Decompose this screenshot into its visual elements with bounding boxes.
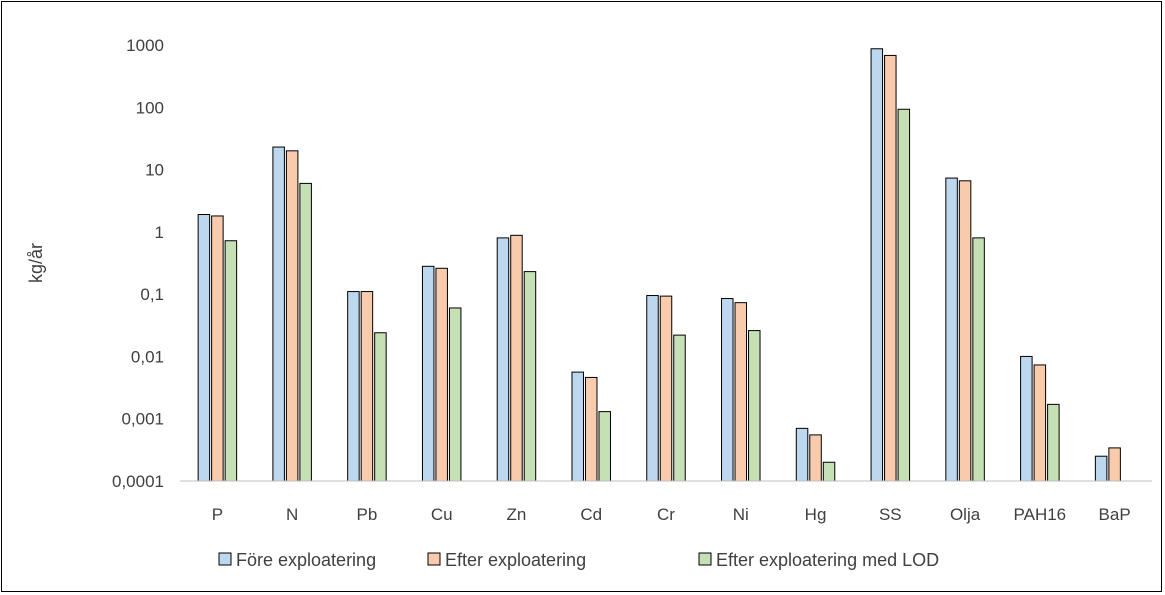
x-tick-label: Cd (580, 505, 602, 524)
bar (435, 267, 448, 482)
y-tick-labels: 1000 100 10 1 0,1 0,01 0,001 0,0001 (112, 36, 164, 491)
bar (884, 54, 897, 482)
bar (795, 427, 809, 482)
bar (972, 237, 985, 482)
x-tick-label: P (212, 505, 223, 524)
x-tick-label: Hg (805, 505, 827, 524)
bar (224, 240, 238, 482)
legend-swatch (218, 552, 232, 566)
bar (1094, 455, 1108, 482)
bar (748, 330, 761, 482)
bar (523, 271, 537, 482)
bar (897, 108, 911, 482)
x-tick-label: Ni (733, 505, 749, 524)
x-tick-label: Cr (657, 505, 675, 524)
legend-swatch (698, 552, 712, 566)
bar (496, 237, 510, 482)
bar (510, 234, 523, 482)
bar (347, 291, 360, 482)
bar (299, 182, 312, 482)
x-tick-label: Pb (357, 505, 378, 524)
y-tick-label: 100 (136, 98, 164, 117)
x-tick-label: N (286, 505, 298, 524)
bar (659, 295, 673, 482)
x-tick-label: Cu (431, 505, 453, 524)
bar-series (197, 48, 1121, 482)
bar (285, 150, 299, 482)
bar (1020, 355, 1033, 482)
bar (571, 371, 584, 482)
bar (945, 177, 958, 482)
bar (197, 213, 211, 482)
legend-label: Efter exploatering med LOD (716, 550, 939, 570)
bar (646, 295, 659, 482)
x-tick-label: PAH16 (1014, 505, 1067, 524)
bar (360, 291, 374, 482)
y-tick-label: 1000 (126, 36, 164, 55)
bar (374, 332, 387, 482)
y-axis-title: kg/år (26, 243, 46, 283)
legend-label: Före exploatering (236, 550, 376, 570)
bar (1108, 447, 1121, 482)
y-tick-label: 0,0001 (112, 472, 164, 491)
legend-swatch (427, 552, 441, 566)
bar (1033, 364, 1047, 482)
bar (870, 48, 884, 482)
bar (822, 461, 836, 482)
bar (211, 215, 224, 482)
x-tick-label: Zn (507, 505, 527, 524)
bar (598, 411, 611, 482)
bar (721, 298, 734, 482)
bar (809, 434, 822, 482)
x-tick-label: SS (879, 505, 902, 524)
bar (584, 376, 598, 482)
y-tick-label: 10 (145, 161, 164, 180)
y-tick-label: 0,001 (121, 410, 164, 429)
bar (734, 302, 748, 482)
bar (958, 180, 972, 482)
y-tick-label: 0,01 (131, 347, 164, 366)
y-tick-label: 0,1 (140, 285, 164, 304)
bar (1047, 403, 1060, 482)
legend: Före exploatering Efter exploatering Efter… (218, 550, 939, 570)
y-tick-label: 1 (155, 223, 164, 242)
bar (673, 334, 686, 482)
y-axis-title-group: kg/år (26, 243, 46, 283)
bar (272, 146, 285, 482)
x-tick-label: Olja (950, 505, 981, 524)
bar (448, 307, 462, 482)
legend-label: Efter exploatering (445, 550, 586, 570)
bar (421, 265, 435, 482)
x-tick-label: BaP (1099, 505, 1131, 524)
x-tick-labels: P N Pb Cu Zn Cd Cr Ni Hg SS Olja PAH16 BaP (212, 505, 1131, 524)
